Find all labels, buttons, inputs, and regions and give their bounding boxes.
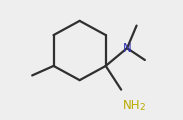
Text: NH: NH <box>123 99 141 112</box>
Text: N: N <box>123 42 131 55</box>
Text: 2: 2 <box>140 103 145 112</box>
